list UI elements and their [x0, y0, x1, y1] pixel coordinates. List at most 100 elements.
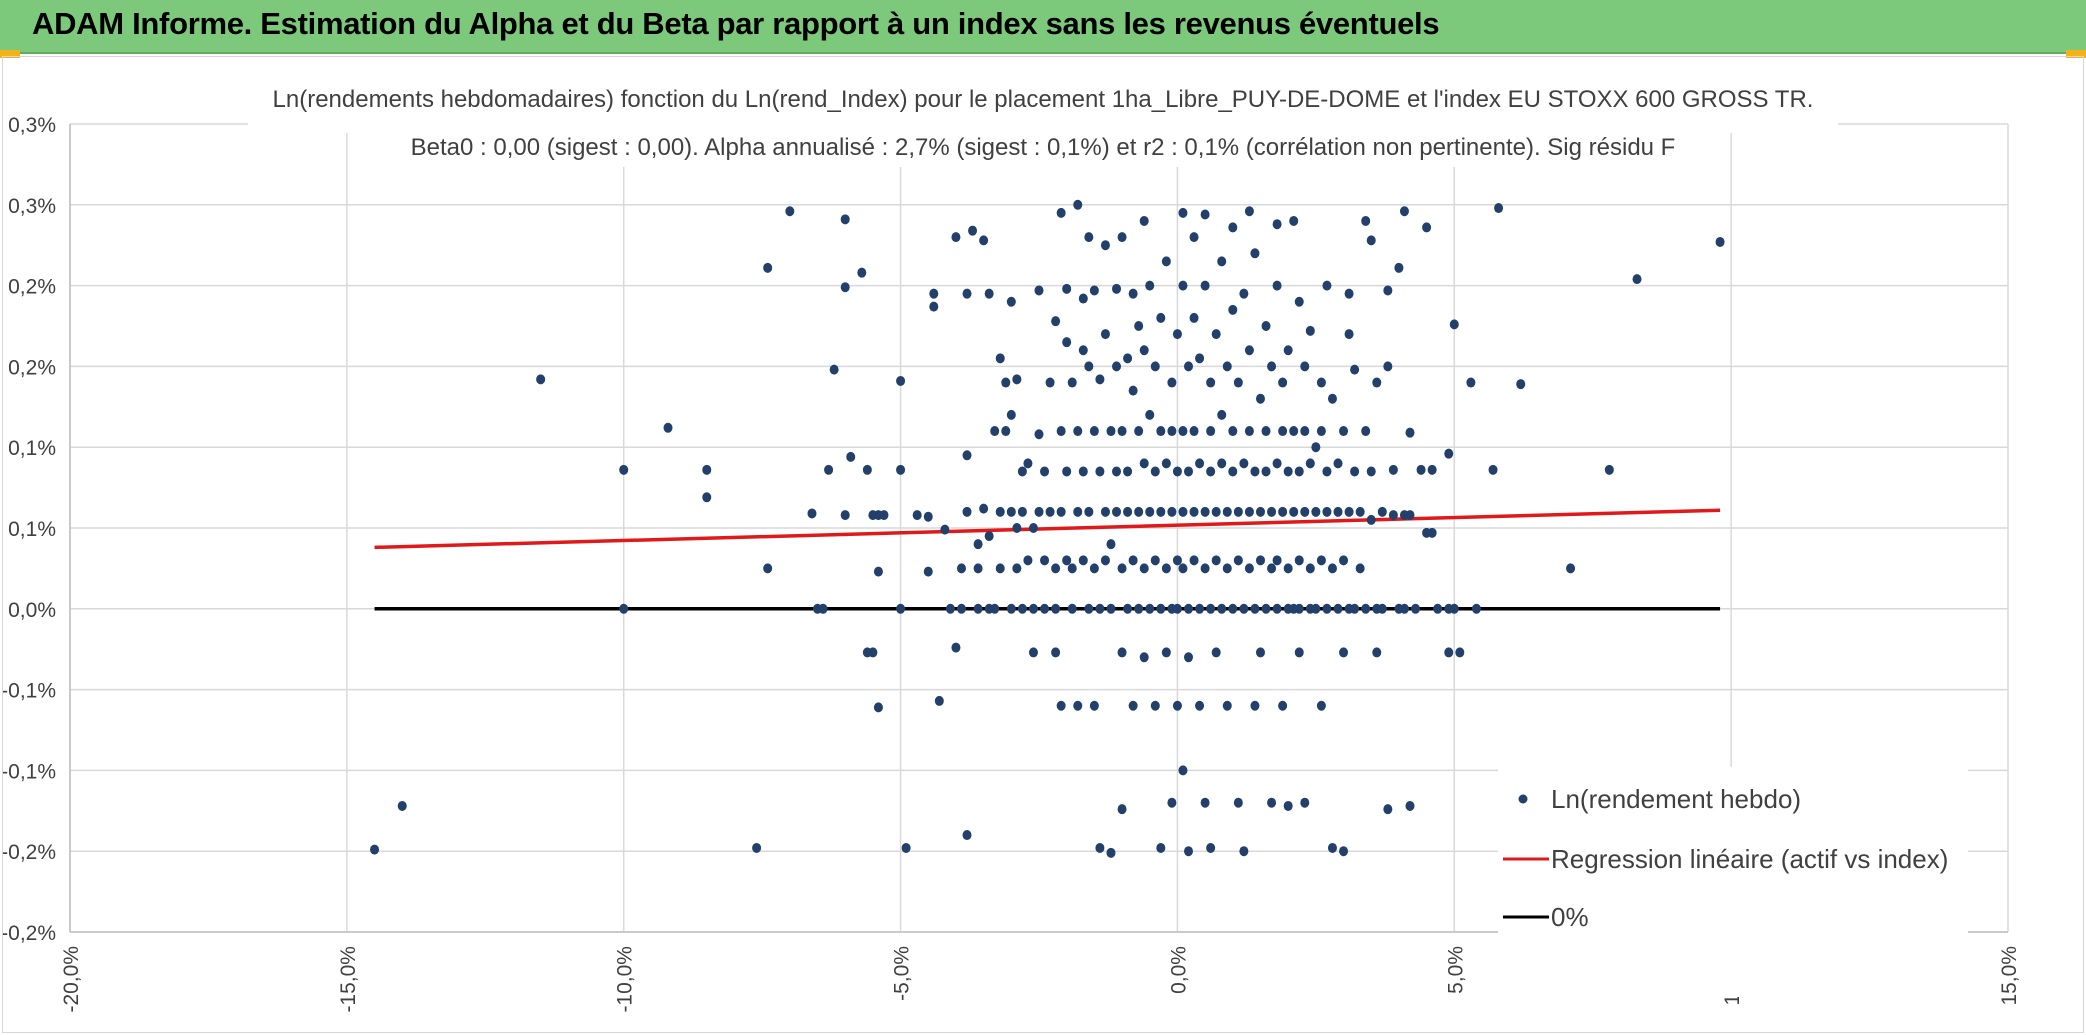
data-point: [1045, 506, 1055, 517]
data-point: [1250, 248, 1260, 259]
x-tick-label: 5,0%: [1444, 946, 1467, 994]
data-point: [1339, 846, 1349, 857]
data-point: [962, 288, 972, 299]
data-point: [1084, 603, 1094, 614]
data-point: [1233, 797, 1243, 808]
data-point: [1361, 426, 1371, 437]
data-point: [1305, 458, 1315, 469]
data-point: [940, 524, 950, 535]
data-point: [1322, 466, 1332, 477]
data-point: [1278, 506, 1288, 517]
data-point: [1089, 426, 1099, 437]
data-point: [763, 262, 773, 273]
data-point: [1145, 506, 1155, 517]
data-point: [1294, 603, 1304, 614]
data-point: [1294, 466, 1304, 477]
data-point: [1067, 603, 1077, 614]
data-point: [840, 282, 850, 293]
data-point: [1449, 319, 1459, 330]
data-point: [1366, 514, 1376, 525]
x-tick-label: -10,0%: [614, 946, 637, 1013]
legend-label-zero: 0%: [1551, 902, 1589, 932]
data-point: [1134, 603, 1144, 614]
data-point: [1145, 409, 1155, 420]
data-point: [1189, 555, 1199, 566]
data-point: [1278, 426, 1288, 437]
data-point: [1028, 523, 1038, 533]
data-point: [1184, 652, 1194, 663]
data-point: [1134, 506, 1144, 517]
y-tick-label: 0,0%: [8, 599, 56, 622]
data-point: [1283, 466, 1293, 477]
data-point: [1012, 523, 1022, 533]
data-point: [1471, 603, 1481, 614]
data-point: [1078, 293, 1088, 304]
data-point: [1040, 603, 1050, 614]
data-point: [1433, 603, 1443, 614]
data-point: [1244, 206, 1254, 217]
data-point: [1084, 506, 1094, 517]
data-point: [984, 288, 994, 299]
data-point: [1117, 804, 1127, 815]
data-point: [1200, 563, 1210, 574]
data-point: [1377, 506, 1387, 517]
chart-area: 0,3% 0,3% 0,2% 0,2% 0,1% 0,1% 0,0% -0,1% -0,1% -0…: [2, 56, 2084, 1033]
data-point: [1333, 603, 1343, 614]
data-point: [1195, 700, 1205, 711]
data-point: [1244, 506, 1254, 517]
data-point: [829, 364, 839, 375]
y-tick-label: -0,2%: [3, 922, 56, 945]
data-point: [857, 267, 867, 278]
data-point: [896, 603, 906, 614]
data-point: [1150, 466, 1160, 477]
data-point: [1172, 555, 1182, 566]
data-point: [1073, 700, 1083, 711]
data-point: [1172, 466, 1182, 477]
data-point: [1161, 256, 1171, 267]
data-point: [1228, 603, 1238, 614]
data-point: [1272, 603, 1282, 614]
data-point: [619, 464, 629, 475]
data-point: [1394, 262, 1404, 273]
data-point: [1006, 506, 1016, 517]
data-point: [1006, 603, 1016, 614]
data-point: [1715, 236, 1725, 247]
data-point: [1372, 377, 1382, 388]
x-tick-label: 15,0%: [1998, 946, 2021, 1006]
data-point: [1012, 374, 1022, 385]
data-point: [1056, 506, 1066, 517]
data-point: [1145, 280, 1155, 291]
data-point: [1300, 506, 1310, 517]
data-point: [1001, 426, 1011, 437]
data-point: [1311, 442, 1321, 453]
data-point: [1051, 647, 1061, 658]
data-point: [995, 563, 1005, 574]
data-point: [1051, 603, 1061, 614]
data-point: [995, 353, 1005, 364]
data-point: [1139, 652, 1149, 663]
data-point: [1056, 426, 1066, 437]
data-point: [1222, 361, 1232, 372]
data-point: [1184, 466, 1194, 477]
data-point: [951, 232, 961, 243]
data-point: [1339, 555, 1349, 566]
data-point: [1078, 345, 1088, 356]
data-point: [990, 603, 1000, 614]
data-point: [1178, 207, 1188, 218]
data-point: [1112, 506, 1122, 517]
data-point: [1350, 364, 1360, 375]
data-point: [1062, 283, 1072, 294]
data-point: [1272, 219, 1282, 230]
data-point: [1350, 603, 1360, 614]
x-tick-label: 0,0%: [1167, 946, 1190, 994]
data-point: [868, 647, 878, 658]
data-point: [1200, 280, 1210, 291]
data-point: [1056, 700, 1066, 711]
data-point: [1217, 603, 1227, 614]
data-point: [1051, 316, 1061, 327]
y-tick-label: 0,2%: [8, 356, 56, 379]
data-point: [1106, 426, 1116, 437]
data-point: [923, 511, 933, 522]
accent-corner-right: [2066, 50, 2086, 58]
x-tick-label: -15,0%: [337, 946, 360, 1013]
